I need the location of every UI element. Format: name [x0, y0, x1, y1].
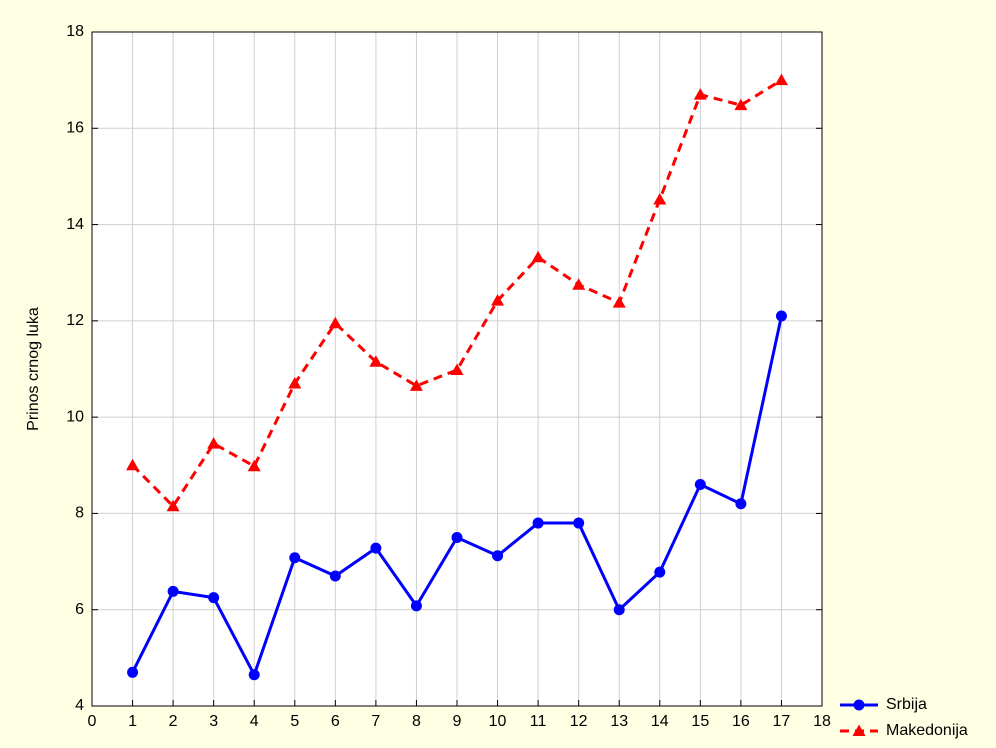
point — [410, 600, 422, 612]
point — [573, 517, 585, 529]
point — [775, 310, 787, 322]
point — [532, 517, 544, 529]
x-tick-label: 7 — [371, 713, 380, 730]
point — [491, 294, 505, 306]
x-tick-label: 2 — [169, 713, 178, 730]
x-tick-label: 8 — [412, 713, 421, 730]
y-tick-label: 14 — [66, 216, 84, 233]
y-tick-label: 4 — [75, 697, 84, 714]
x-tick-label: 6 — [331, 713, 340, 730]
x-tick-label: 0 — [88, 713, 97, 730]
point — [694, 479, 706, 491]
x-tick-label: 9 — [453, 713, 462, 730]
point — [451, 532, 463, 543]
legend-marker — [852, 724, 866, 736]
point — [328, 316, 342, 329]
point — [370, 542, 382, 554]
point — [167, 585, 179, 597]
point — [734, 98, 748, 111]
point — [735, 498, 747, 510]
plot-border — [91, 31, 823, 707]
x-tick-label: 15 — [691, 713, 709, 730]
point — [693, 88, 707, 100]
y-tick-label: 12 — [66, 312, 84, 329]
x-tick-label: 13 — [610, 713, 628, 730]
point — [774, 73, 788, 86]
y-tick-label: 8 — [75, 505, 84, 522]
x-tick-label: 11 — [530, 713, 547, 730]
y-tick-label: 6 — [75, 601, 84, 618]
y-axis-label: Prinos crnog luka — [25, 307, 42, 431]
x-tick-label: 12 — [570, 713, 588, 730]
y-tick-label: 18 — [66, 23, 84, 40]
x-tick-label: 4 — [250, 713, 259, 730]
series-line — [131, 78, 783, 509]
x-tick-label: 18 — [813, 713, 831, 730]
point — [653, 193, 667, 205]
point — [612, 296, 626, 308]
legend-label: Makedonija — [886, 722, 968, 739]
point — [329, 570, 341, 582]
point — [369, 355, 383, 367]
point — [450, 363, 464, 375]
point — [289, 552, 301, 564]
x-tick-label: 5 — [290, 713, 299, 730]
x-tick-label: 3 — [209, 713, 218, 730]
point — [572, 278, 586, 290]
y-tick-label: 10 — [66, 408, 84, 425]
x-tick-label: 16 — [732, 713, 750, 730]
legend-marker — [853, 699, 865, 711]
point — [531, 250, 545, 263]
point — [247, 459, 261, 472]
point — [126, 458, 140, 471]
y-tick-label: 16 — [66, 120, 84, 137]
point — [613, 604, 625, 616]
point — [127, 666, 139, 678]
point — [208, 592, 220, 604]
point — [492, 550, 504, 562]
point — [288, 376, 302, 389]
point — [409, 379, 423, 391]
x-tick-label: 14 — [651, 713, 669, 730]
point — [166, 499, 180, 512]
x-tick-label: 1 — [128, 713, 137, 730]
point — [207, 437, 221, 449]
legend-label: Srbija — [886, 696, 927, 713]
point — [248, 669, 260, 681]
x-tick-label: 17 — [773, 713, 791, 730]
point — [654, 566, 666, 578]
x-tick-label: 10 — [489, 713, 507, 730]
